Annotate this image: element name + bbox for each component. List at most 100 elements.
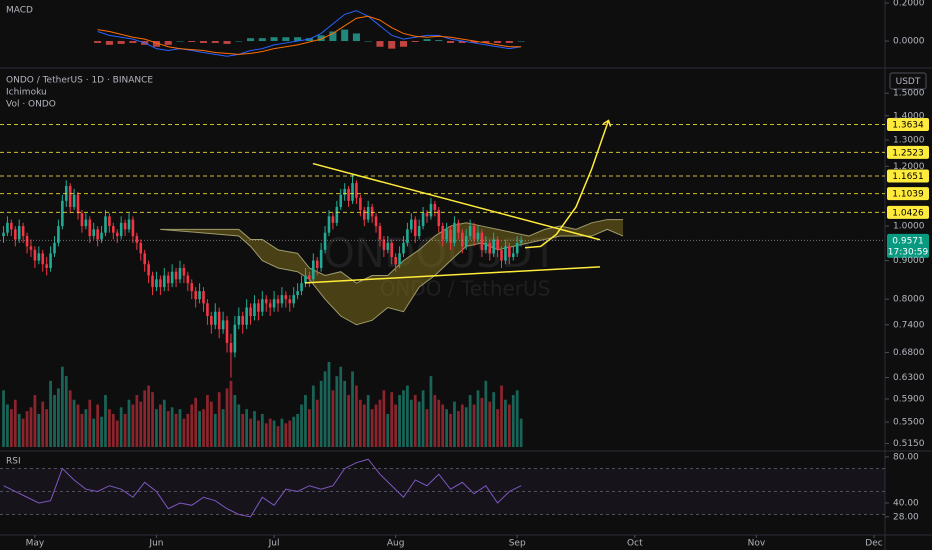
volume-bar xyxy=(68,390,72,447)
pane-title: ONDO / TetherUS · 1D · BINANCE xyxy=(6,76,153,86)
trendline xyxy=(312,162,601,241)
candle-body xyxy=(468,226,472,237)
volume-bar xyxy=(206,395,209,447)
histogram-bar xyxy=(458,41,466,43)
volume-bar xyxy=(402,390,405,447)
candle-body xyxy=(170,271,174,284)
histogram-bar xyxy=(294,37,302,42)
volume-bar xyxy=(155,409,158,447)
volume-bar xyxy=(358,399,362,447)
histogram-bar xyxy=(258,38,266,42)
histogram-bar xyxy=(423,39,431,42)
candle-body xyxy=(476,232,480,240)
histogram-bar xyxy=(105,41,113,45)
candle-body xyxy=(206,303,209,317)
y-tick-label: 1.2000 xyxy=(893,162,925,172)
candle-body xyxy=(182,267,186,276)
volume-bar xyxy=(64,376,68,447)
histogram-bar xyxy=(399,41,408,47)
candle-body xyxy=(398,253,401,265)
volume-bar xyxy=(29,407,33,447)
y-tick-label: 1.3000 xyxy=(893,136,925,146)
pane-title: RSI xyxy=(6,457,21,467)
volume-bar xyxy=(162,399,166,447)
volume-bar xyxy=(194,397,198,447)
volume-bar xyxy=(343,380,347,447)
volume-bar xyxy=(507,404,511,447)
volume-bar xyxy=(241,413,245,447)
candle-body xyxy=(123,222,127,230)
volume-bar xyxy=(382,390,386,447)
histogram-bar xyxy=(129,41,137,43)
volume-bar xyxy=(217,392,221,447)
candle-body xyxy=(68,185,72,207)
candle-body xyxy=(457,222,460,233)
volume-bar xyxy=(104,395,107,447)
histogram-bar xyxy=(388,41,396,49)
candle-body xyxy=(143,253,146,265)
volume-bar xyxy=(100,416,103,447)
volume-bar xyxy=(394,404,398,447)
candle-body xyxy=(264,299,268,304)
y-tick-label: 0.6800 xyxy=(893,348,925,358)
candle-body xyxy=(304,275,307,284)
volume-bar xyxy=(2,390,5,447)
volume-bar xyxy=(233,395,237,447)
candle-body xyxy=(253,303,256,317)
y-tick-label: 0.5500 xyxy=(893,418,925,428)
volume-bar xyxy=(370,409,374,447)
volume-bar xyxy=(515,390,519,447)
volume-bar xyxy=(182,418,186,447)
volume-bar xyxy=(276,426,280,447)
candle-body xyxy=(92,229,96,237)
histogram-bar xyxy=(364,41,372,42)
candle-body xyxy=(163,275,166,288)
volume-bar xyxy=(519,418,523,447)
candle-body xyxy=(119,222,123,237)
candle-body xyxy=(127,219,131,230)
volume-bar xyxy=(425,409,429,447)
volume-bar xyxy=(178,409,182,447)
volume-bar xyxy=(213,413,217,447)
level-label-box xyxy=(887,205,929,219)
y-tick-label: 28.00 xyxy=(893,512,919,522)
candle-body xyxy=(461,232,464,247)
candle-body xyxy=(519,240,523,243)
level-label-box xyxy=(887,117,929,131)
volume-bar xyxy=(260,413,264,447)
band-fill xyxy=(0,468,885,515)
candle-body xyxy=(378,226,382,240)
histogram-bar xyxy=(199,41,208,43)
candle-body xyxy=(210,316,213,325)
level-label: 1.1039 xyxy=(892,190,924,200)
histogram-bar xyxy=(235,41,243,42)
volume-bar xyxy=(33,395,37,447)
currency-box[interactable] xyxy=(889,72,927,90)
volume-bar xyxy=(476,390,480,447)
volume-bar xyxy=(429,376,433,447)
histogram-bar xyxy=(470,41,478,43)
volume-bar xyxy=(331,390,335,447)
volume-bar xyxy=(362,404,366,447)
y-tick-label: 0.8000 xyxy=(893,295,925,305)
candle-body xyxy=(488,242,492,254)
volume-bar xyxy=(123,413,127,447)
volume-bar xyxy=(280,418,284,447)
volume-bar xyxy=(6,404,9,447)
volume-bar xyxy=(496,409,499,447)
volume-bar xyxy=(186,413,190,447)
candle-body xyxy=(261,299,264,312)
histogram-bar xyxy=(376,41,384,47)
candle-body xyxy=(272,299,276,308)
candle-body xyxy=(25,236,29,247)
candle-body xyxy=(288,299,292,304)
histogram-bar xyxy=(211,41,219,43)
candle-body xyxy=(29,246,33,250)
candle-body xyxy=(319,249,323,268)
candle-body xyxy=(362,210,366,220)
x-tick-label: Jul xyxy=(268,539,280,549)
volume-bar xyxy=(374,404,378,447)
candle-body xyxy=(96,229,99,240)
x-tick-label: Sep xyxy=(509,539,526,549)
candle-body xyxy=(174,271,178,280)
